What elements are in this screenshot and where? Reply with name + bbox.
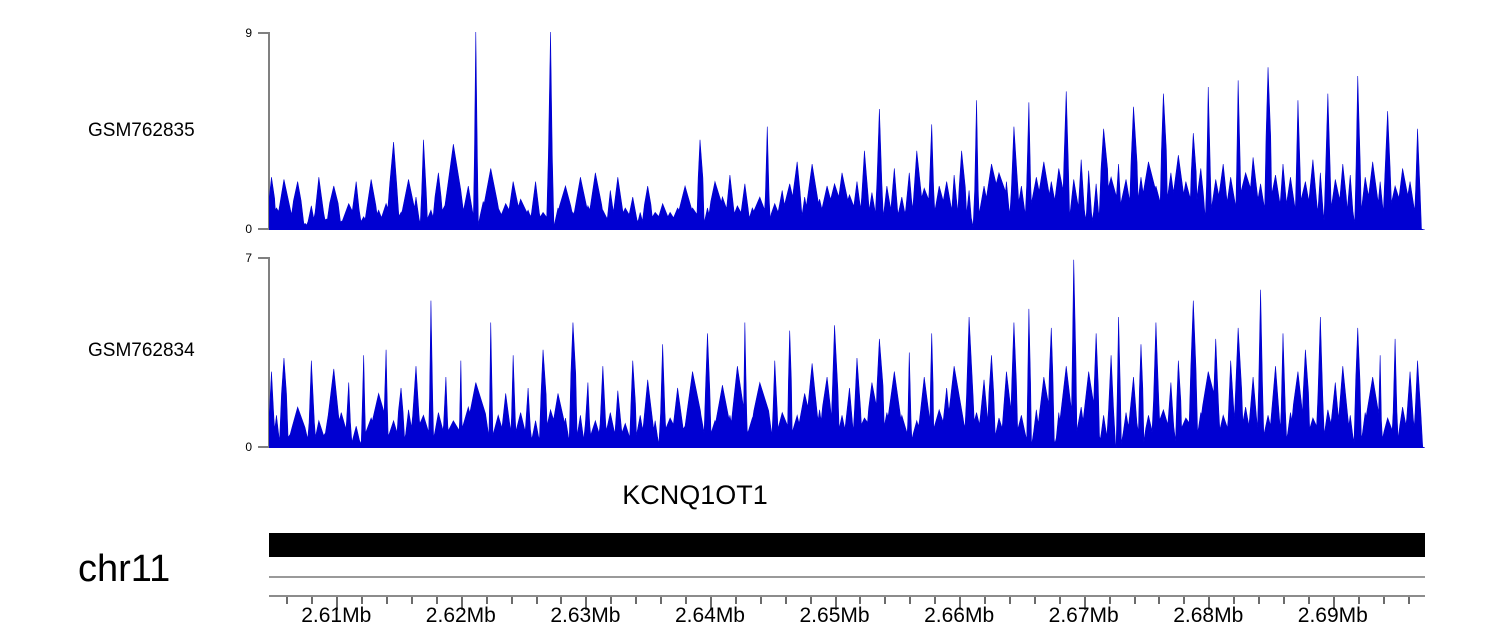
gene-track-baseline [269,576,1425,578]
coverage-area-path [269,259,1425,448]
ruler-minor-tick [1258,597,1261,604]
ruler-major-tick [336,597,339,610]
ruler-minor-tick [411,597,413,604]
ruler-minor-tick [1158,597,1161,604]
ruler-minor-tick [1357,597,1360,604]
ruler-minor-tick [510,597,513,604]
ruler-minor-tick [361,597,364,604]
ruler-minor-tick [859,597,862,604]
ruler-minor-tick [1058,597,1061,604]
ruler-minor-tick [1008,597,1011,604]
track-y-axis-gsm762834: 7 0 [245,252,270,453]
ruler-tick-label: 2.64Mb [674,604,745,627]
ruler-minor-tick [909,597,912,604]
ruler-tick-label: 2.63Mb [550,604,621,627]
ruler-major-tick [1083,597,1086,610]
y-axis-max-label: 7 [245,251,252,265]
ruler-minor-tick [1133,597,1136,604]
track-label-gsm762834: GSM762834 [88,340,195,361]
y-axis-tick-max: 9 [245,27,270,39]
ruler-minor-tick [685,597,688,604]
ruler-major-tick [1332,597,1335,610]
ruler-tick-label: 2.67Mb [1048,604,1119,627]
ruler-minor-tick [1033,597,1036,604]
y-axis-spine [268,257,270,448]
y-axis-tick-min: 0 [245,223,270,235]
y-axis-tick-min: 0 [245,441,270,453]
y-axis-min-label: 0 [245,440,252,454]
ruler-minor-tick [809,597,812,604]
ruler-minor-tick [485,597,488,604]
ruler-tick-label: 2.68Mb [1173,604,1244,627]
ruler-tick-label: 2.65Mb [799,604,870,627]
gene-label-kcnq1ot1: KCNQ1OT1 [622,480,768,510]
track-label-gsm762835: GSM762835 [88,120,195,141]
gene-body-bar[interactable] [269,533,1425,557]
ruler-minor-tick [1183,597,1186,604]
ruler-axis-line [269,595,1425,597]
y-axis-tick-max: 7 [245,252,270,264]
ruler-major-tick [834,597,837,610]
ruler-tick-label: 2.66Mb [924,604,995,627]
ruler-minor-tick [759,597,762,604]
ruler-major-tick [585,597,588,610]
ruler-minor-tick [1382,597,1385,604]
ruler-minor-tick [1407,597,1410,604]
y-axis-spine [268,32,270,230]
y-axis-min-label: 0 [245,222,252,236]
ruler-minor-tick [784,597,787,604]
ruler-minor-tick [734,597,737,604]
ruler-minor-tick [1108,597,1111,604]
track-y-axis-gsm762835: 9 0 [245,27,270,235]
ruler-major-tick [959,597,962,610]
ruler-tick-label: 2.62Mb [425,604,496,627]
ruler-minor-tick [610,597,613,604]
y-axis-max-label: 9 [245,26,252,40]
ruler-minor-tick [635,597,638,604]
ruler-minor-tick [884,597,887,604]
ruler-major-tick [709,597,712,610]
ruler-minor-tick [286,597,289,604]
chromosome-label: chr11 [78,548,171,590]
ruler-minor-tick [1233,597,1236,604]
ruler-minor-tick [984,597,987,604]
ruler-major-tick [1208,597,1211,610]
ruler-tick-label: 2.69Mb [1297,604,1368,627]
ruler-minor-tick [1307,597,1310,604]
ruler-minor-tick [535,597,538,604]
ruler-minor-tick [311,597,314,604]
ruler-minor-tick [660,597,663,604]
ruler-tick-label: 2.61Mb [301,604,372,627]
ruler-major-tick [460,597,463,610]
ruler-minor-tick [560,597,563,604]
coverage-area-path [269,32,1425,230]
ruler-minor-tick [1282,597,1285,604]
ruler-minor-tick [934,597,937,604]
coverage-plot-gsm762835[interactable] [269,32,1425,230]
coverage-plot-gsm762834[interactable] [269,257,1425,448]
ruler-minor-tick [435,597,438,604]
ruler-minor-tick [386,597,389,604]
